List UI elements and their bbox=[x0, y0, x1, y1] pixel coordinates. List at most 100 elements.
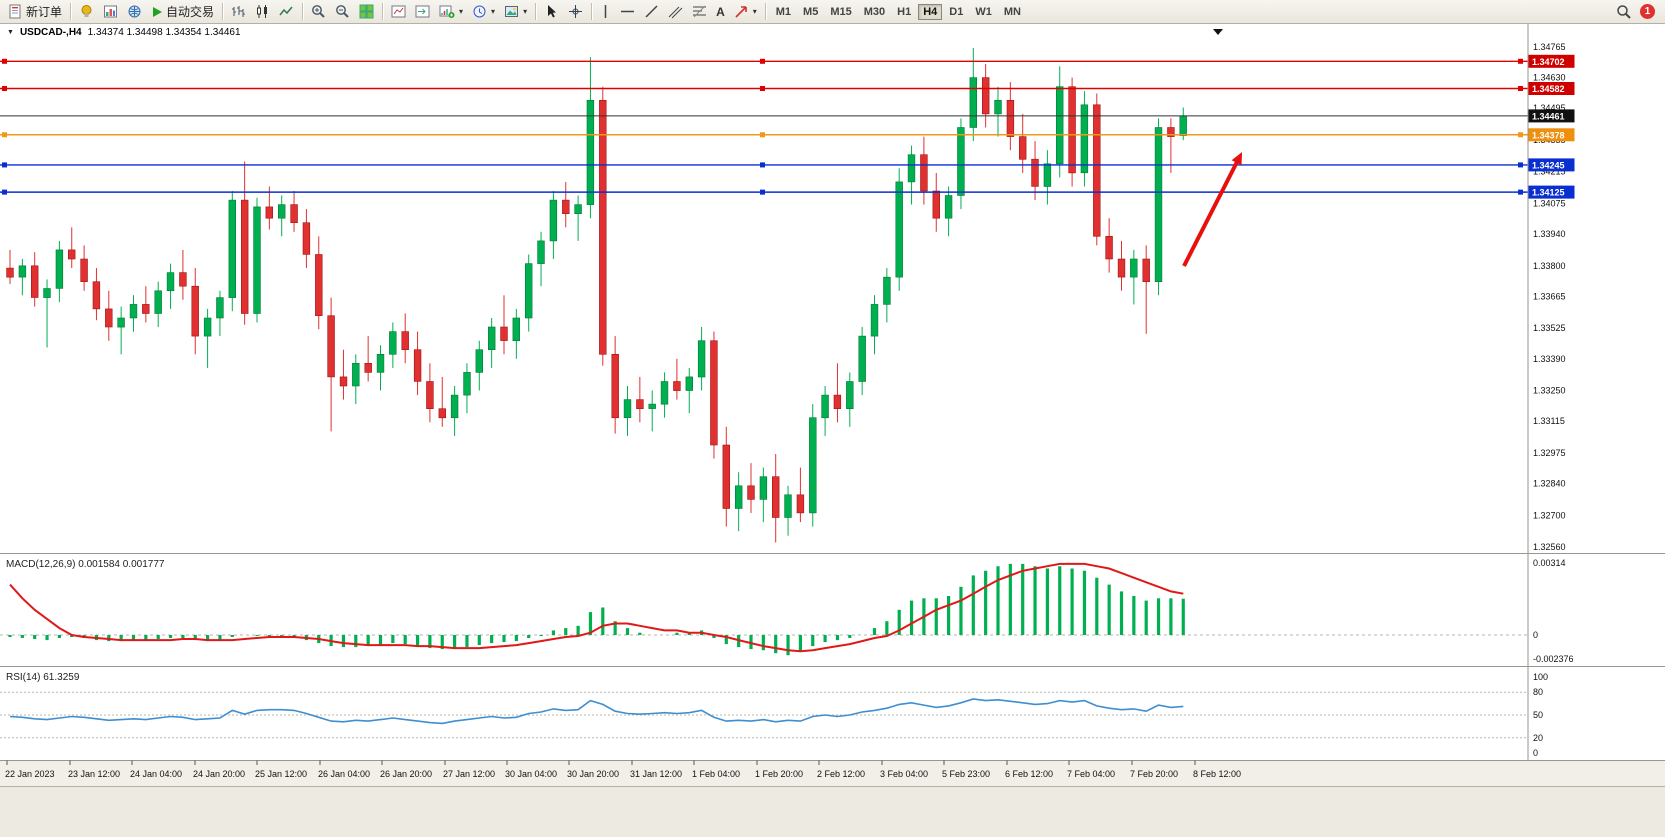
tab-timeframe-D1[interactable]: D1 bbox=[944, 4, 968, 20]
toolbar-separator bbox=[302, 3, 304, 20]
zoom-in-button[interactable] bbox=[307, 2, 330, 21]
chart-canvas[interactable]: MACD(12,26,9) 0.001584 0.001777 RSI(14) 6… bbox=[0, 24, 1665, 786]
tab-timeframe-H4[interactable]: H4 bbox=[918, 3, 943, 20]
line-chart-button[interactable] bbox=[275, 2, 298, 21]
text-tool-button[interactable]: A bbox=[712, 3, 729, 21]
line-handle[interactable] bbox=[760, 85, 765, 91]
candlestick-chart-button[interactable] bbox=[251, 2, 274, 21]
trendline-button[interactable] bbox=[640, 2, 663, 21]
vertical-line-button[interactable] bbox=[596, 2, 615, 21]
time-axis-label: 6 Feb 12:00 bbox=[1005, 769, 1053, 779]
horizontal-line-button[interactable] bbox=[616, 4, 639, 19]
line-handle[interactable] bbox=[2, 132, 7, 138]
macd-axis-label: 0 bbox=[1533, 630, 1538, 640]
time-axis-label: 7 Feb 04:00 bbox=[1067, 769, 1115, 779]
candle-body bbox=[401, 331, 409, 351]
periods-button[interactable]: ▾ bbox=[468, 2, 499, 21]
auto-trading-button[interactable]: 自动交易 bbox=[147, 1, 218, 22]
chart-autoscroll-button[interactable] bbox=[411, 2, 434, 21]
line-handle[interactable] bbox=[1518, 85, 1523, 91]
quotes-icon bbox=[79, 4, 94, 19]
line-handle[interactable] bbox=[1518, 189, 1523, 195]
quotes-button[interactable] bbox=[75, 2, 98, 21]
notification-badge[interactable]: 1 bbox=[1640, 4, 1655, 19]
chart-dropdown-icon[interactable] bbox=[1213, 29, 1223, 35]
candle-body bbox=[426, 381, 434, 410]
line-handle[interactable] bbox=[1518, 162, 1523, 168]
search-icon[interactable] bbox=[1616, 4, 1632, 20]
auto-trading-label: 自动交易 bbox=[166, 5, 215, 19]
candle-body bbox=[685, 376, 694, 391]
line-handle[interactable] bbox=[760, 132, 765, 138]
line-handle[interactable] bbox=[760, 58, 765, 64]
equidistant-channel-button[interactable] bbox=[664, 2, 687, 21]
line-handle[interactable] bbox=[1518, 132, 1523, 138]
arrows-tool-button[interactable]: ▾ bbox=[730, 2, 761, 21]
candle-body bbox=[228, 199, 236, 298]
line-handle[interactable] bbox=[2, 162, 7, 168]
tab-timeframe-M30[interactable]: M30 bbox=[859, 4, 890, 20]
annotation-arrow[interactable] bbox=[1182, 159, 1240, 267]
bar-chart-icon bbox=[231, 4, 246, 19]
candle-body bbox=[562, 199, 570, 215]
new-chart-button[interactable]: ▾ bbox=[435, 2, 467, 21]
tab-timeframe-W1[interactable]: W1 bbox=[970, 4, 997, 20]
candle-body bbox=[895, 181, 903, 278]
price-axis-label: 1.32700 bbox=[1533, 510, 1566, 520]
crosshair-button[interactable] bbox=[564, 2, 587, 21]
rsi-label: RSI(14) 61.3259 bbox=[6, 672, 80, 683]
timeframe-group: M1 M5 M15 M30 H1 H4 D1 W1 MN bbox=[770, 3, 1027, 20]
candle-body bbox=[55, 249, 64, 289]
price-axis-label: 1.32975 bbox=[1533, 448, 1566, 458]
line-handle[interactable] bbox=[2, 189, 7, 195]
time-axis-label: 25 Jan 12:00 bbox=[255, 769, 307, 779]
line-handle[interactable] bbox=[2, 85, 7, 91]
line-handle[interactable] bbox=[2, 58, 7, 64]
status-strip bbox=[0, 786, 1665, 837]
time-axis-label: 30 Jan 04:00 bbox=[505, 769, 557, 779]
candle-body bbox=[290, 204, 298, 224]
auto-trading-play-icon bbox=[151, 6, 163, 18]
line-handle[interactable] bbox=[1518, 58, 1523, 64]
candle-body bbox=[821, 394, 829, 419]
tab-timeframe-M1[interactable]: M1 bbox=[771, 4, 796, 20]
new-order-button[interactable]: 新订单 bbox=[4, 1, 66, 22]
price-tag bbox=[1528, 185, 1575, 199]
candle-body bbox=[1080, 104, 1089, 174]
candle-body bbox=[6, 267, 14, 278]
tab-timeframe-H1[interactable]: H1 bbox=[892, 4, 916, 20]
zoom-out-button[interactable] bbox=[331, 2, 354, 21]
candle-body bbox=[710, 340, 718, 446]
navigator-button[interactable] bbox=[123, 2, 146, 21]
templates-button[interactable]: ▾ bbox=[500, 2, 531, 21]
candle-body bbox=[599, 100, 607, 355]
candle-body bbox=[957, 127, 965, 196]
price-axis-label: 1.33525 bbox=[1533, 323, 1566, 333]
tile-windows-button[interactable] bbox=[355, 2, 378, 21]
candle-body bbox=[117, 317, 125, 328]
line-handle[interactable] bbox=[760, 162, 765, 168]
candle-body bbox=[981, 77, 990, 115]
candle-body bbox=[734, 485, 743, 509]
chart-ohlc-values: 1.34374 1.34498 1.34354 1.34461 bbox=[87, 27, 241, 38]
price-tag-label: 1.34582 bbox=[1532, 84, 1565, 94]
candle-body bbox=[1056, 86, 1064, 165]
candle-body bbox=[450, 394, 459, 419]
time-axis-label: 26 Jan 20:00 bbox=[380, 769, 432, 779]
fibonacci-button[interactable] bbox=[688, 2, 711, 21]
candle-body bbox=[784, 494, 792, 518]
candle-body bbox=[648, 403, 656, 409]
chart-shift-button[interactable] bbox=[387, 2, 410, 21]
line-handle[interactable] bbox=[760, 189, 765, 195]
chevron-down-icon: ▾ bbox=[459, 7, 464, 16]
price-axis-label: 1.34630 bbox=[1533, 73, 1566, 83]
cursor-button[interactable] bbox=[540, 2, 563, 21]
tab-timeframe-M15[interactable]: M15 bbox=[825, 4, 856, 20]
tab-timeframe-M5[interactable]: M5 bbox=[798, 4, 823, 20]
tab-timeframe-MN[interactable]: MN bbox=[999, 4, 1026, 20]
chart-collapse-icon[interactable]: ▼ bbox=[7, 29, 14, 36]
candle-body bbox=[241, 199, 249, 314]
data-window-button[interactable] bbox=[99, 2, 122, 21]
bar-chart-button[interactable] bbox=[227, 2, 250, 21]
candle-body bbox=[1179, 115, 1187, 136]
